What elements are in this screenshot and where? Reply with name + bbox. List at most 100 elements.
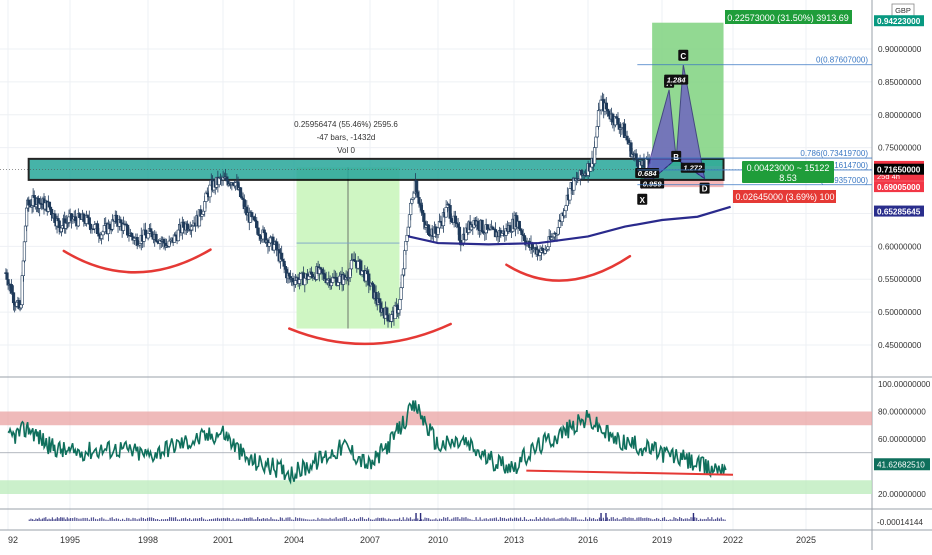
volume-bar [161,519,163,521]
candle-body [119,219,123,224]
volume-bar [113,519,115,521]
candle-body [130,232,134,237]
volume-bar [709,519,711,521]
volume-bar [365,519,368,521]
volume-bar [262,517,264,521]
volume-bar [417,518,419,521]
volume-bar [503,517,506,521]
volume-bar [68,518,70,521]
candle-body [329,282,334,286]
volume-bar [384,518,386,521]
volume-bar [537,519,539,521]
volume-bar [117,518,120,521]
volume-bar [337,518,339,521]
volume-spike [605,513,607,521]
volume-bar [329,517,331,521]
volume-bar [517,518,520,521]
volume-bar [191,519,193,521]
candle-body [78,213,82,218]
candle-body [97,233,101,237]
volume-bar [130,519,132,521]
volume-bar [724,519,726,521]
volume-bar [107,519,109,521]
rsi-tick-label: 60.00000000 [878,435,926,444]
volume-bar [363,518,366,521]
volume-bar [648,517,650,521]
volume-bar [211,518,213,521]
time-axis-label: 2010 [428,535,448,545]
pattern-point-label: X [640,196,646,205]
rsi-support-line [526,469,734,476]
volume-bar [491,518,493,521]
volume-bar [45,517,47,521]
volume-bar [61,517,63,521]
volume-bar [58,518,60,521]
volume-bar [327,519,329,521]
pattern-point-label: B [673,153,679,162]
overlays: XABCD0.6840.9591.2721.2840(0.87607000)0.… [62,10,872,346]
volume-bar [333,518,335,521]
pattern-ratio-label: 1.284 [667,76,687,85]
candle-body [307,275,311,280]
volume-bar [234,519,236,521]
volume-bar [355,519,358,521]
volume-bar [547,517,549,521]
volume-bar [151,517,153,521]
volume-bar [435,518,437,521]
candle-body [162,239,166,244]
price-tick-label: 0.60000000 [878,242,922,251]
volume-bar [663,517,666,521]
volume-bar [132,517,134,521]
volume-bar [596,519,599,521]
volume-bar [428,518,430,521]
rsi-panel: 100.0000000080.0000000060.0000000040.000… [0,380,931,499]
volume-bar [109,517,111,521]
candle-body [86,215,90,218]
candle-body [336,282,340,286]
volume-bar [555,519,557,521]
volume-bar [705,519,707,521]
volume-bar [228,518,230,521]
volume-bar [711,517,713,521]
volume-bar [299,517,301,521]
volume-bar [614,518,616,521]
candle-body [135,237,139,246]
volume-bar [588,517,591,521]
volume-bar [179,519,181,521]
volume-bar [36,519,39,521]
price-label: 0.69005000 [877,183,921,192]
volume-bar [675,518,677,521]
volume-bar [185,517,187,521]
volume-bar [323,518,325,521]
volume-bar [199,517,201,521]
price-tick-label: 0.55000000 [878,275,922,284]
volume-bar [33,519,35,521]
volume-bar [283,519,285,521]
volume-bar [660,519,662,521]
volume-bar [467,518,469,521]
volume-bar [351,519,353,521]
volume-bar [400,519,403,521]
candle-body [297,279,302,284]
volume-bar [565,517,567,521]
volume-bar [393,518,395,521]
candle-body [87,217,91,225]
volume-bar [707,517,709,521]
volume-bar [686,518,688,521]
volume-bar [181,518,183,521]
volume-bar [411,519,413,521]
volume-bar [461,517,463,521]
pattern-ratio-box [664,74,689,85]
volume-bar [713,519,715,521]
volume-bar [646,517,648,521]
candle-body [186,223,190,231]
volume-bar [31,519,34,521]
volume-bar [569,519,571,521]
volume-bar [221,518,223,521]
candle-body [476,220,480,230]
volume-bar [499,517,502,521]
volume-bar [183,518,185,521]
price-tick-label: 0.90000000 [878,45,922,54]
candle-body [101,231,105,236]
volume-bar [654,519,656,521]
